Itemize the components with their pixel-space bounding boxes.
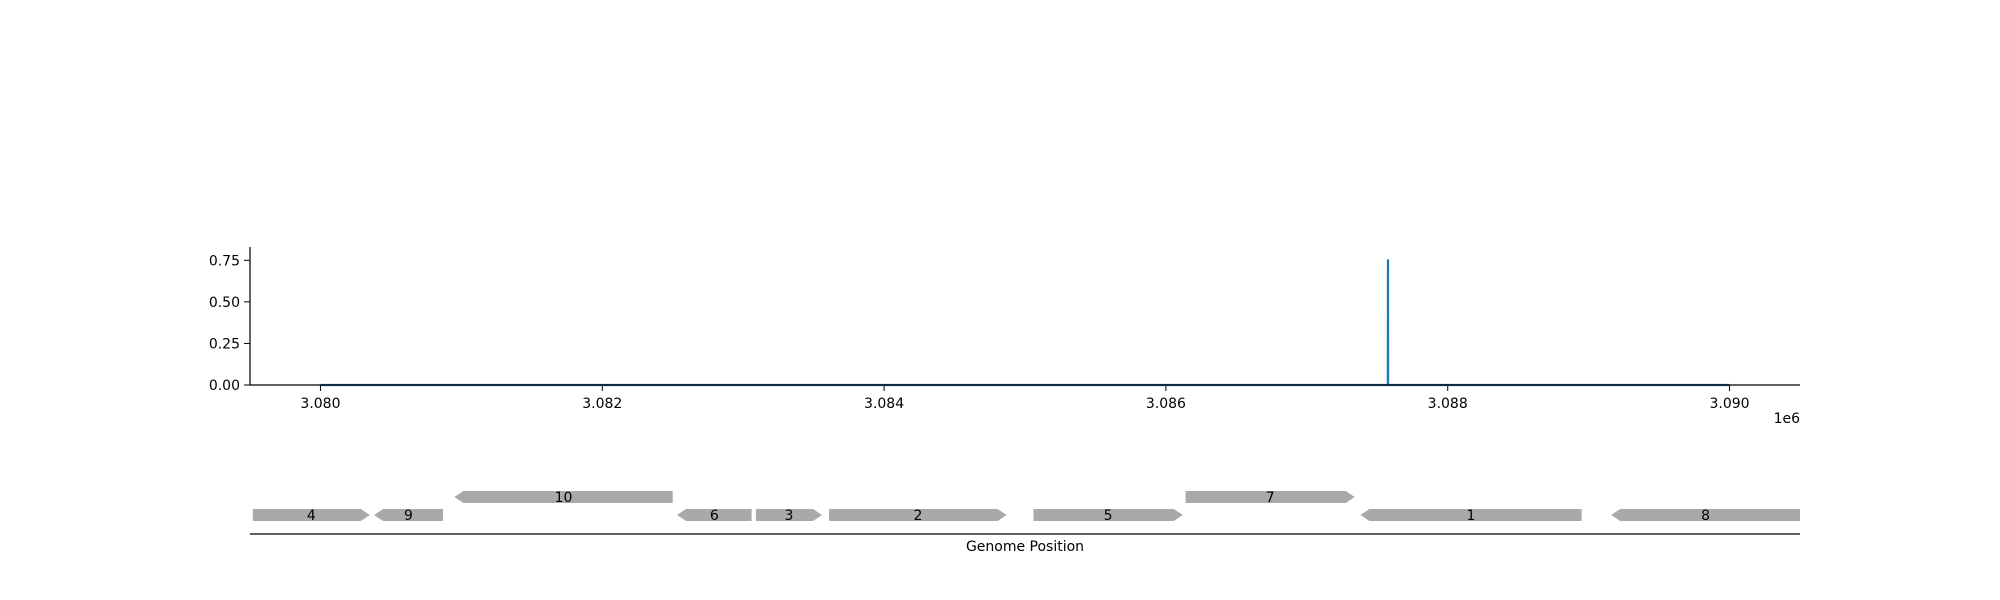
gene-arrow — [1185, 491, 1355, 503]
gene-feature: 5 — [1033, 508, 1183, 524]
gene-features: 4 9 10 6 3 2 5 7 1 8 — [252, 490, 1800, 524]
gene-arrow — [252, 509, 370, 521]
gene-label: 7 — [1266, 490, 1275, 506]
gene-arrow — [454, 491, 673, 503]
gene-arrow — [374, 509, 443, 521]
x-tick-label: 3.090 — [1709, 396, 1749, 412]
gene-feature: 10 — [454, 490, 673, 506]
gene-label: 10 — [555, 490, 573, 506]
gene-feature: 9 — [374, 508, 443, 524]
gene-feature: 4 — [252, 508, 370, 524]
gene-label: 2 — [913, 508, 922, 524]
gene-label: 1 — [1467, 508, 1476, 524]
gene-feature: 6 — [677, 508, 752, 524]
y-tick-label: 0.25 — [209, 336, 240, 352]
y-tick-label: 0.50 — [209, 295, 240, 311]
gene-arrow — [829, 509, 1007, 521]
x-tick-label: 3.088 — [1428, 396, 1468, 412]
gene-feature: 1 — [1360, 508, 1582, 524]
gene-label: 6 — [710, 508, 719, 524]
gene-feature: 2 — [829, 508, 1007, 524]
gene-map: 4 9 10 6 3 2 5 7 1 8 Genome Position — [250, 490, 1800, 555]
gene-arrow — [677, 509, 752, 521]
y-tick-label: 0.75 — [209, 253, 240, 269]
x-tick-label: 3.080 — [300, 396, 340, 412]
gene-label: 8 — [1701, 508, 1710, 524]
gene-feature: 8 — [1611, 508, 1800, 524]
y-tick-label: 0.00 — [209, 378, 240, 394]
gene-label: 9 — [404, 508, 413, 524]
x-tick-label: 3.084 — [864, 396, 904, 412]
gene-label: 4 — [307, 508, 316, 524]
gene-feature: 3 — [755, 508, 823, 524]
x-tick-label: 3.082 — [582, 396, 622, 412]
series-line — [320, 259, 1730, 387]
gene-label: 5 — [1104, 508, 1113, 524]
x-axis-ticks: 3.080 3.082 3.084 3.086 3.088 3.090 — [300, 385, 1750, 412]
gene-arrow — [1033, 509, 1183, 521]
gene-arrow — [1360, 509, 1582, 521]
gene-label: 3 — [785, 508, 794, 524]
x-axis-offset-label: 1e6 — [1774, 411, 1801, 427]
x-tick-label: 3.086 — [1146, 396, 1186, 412]
y-axis-ticks: 0.00 0.25 0.50 0.75 — [209, 253, 250, 394]
gene-arrow — [755, 509, 823, 521]
coverage-plot: 0.000.250.500.75 3.080 3.082 3.084 3.086 3.0… — [209, 247, 1800, 427]
gene-arrow — [1611, 509, 1800, 521]
gene-feature: 7 — [1185, 490, 1355, 506]
gene-map-x-label: Genome Position — [966, 539, 1084, 555]
